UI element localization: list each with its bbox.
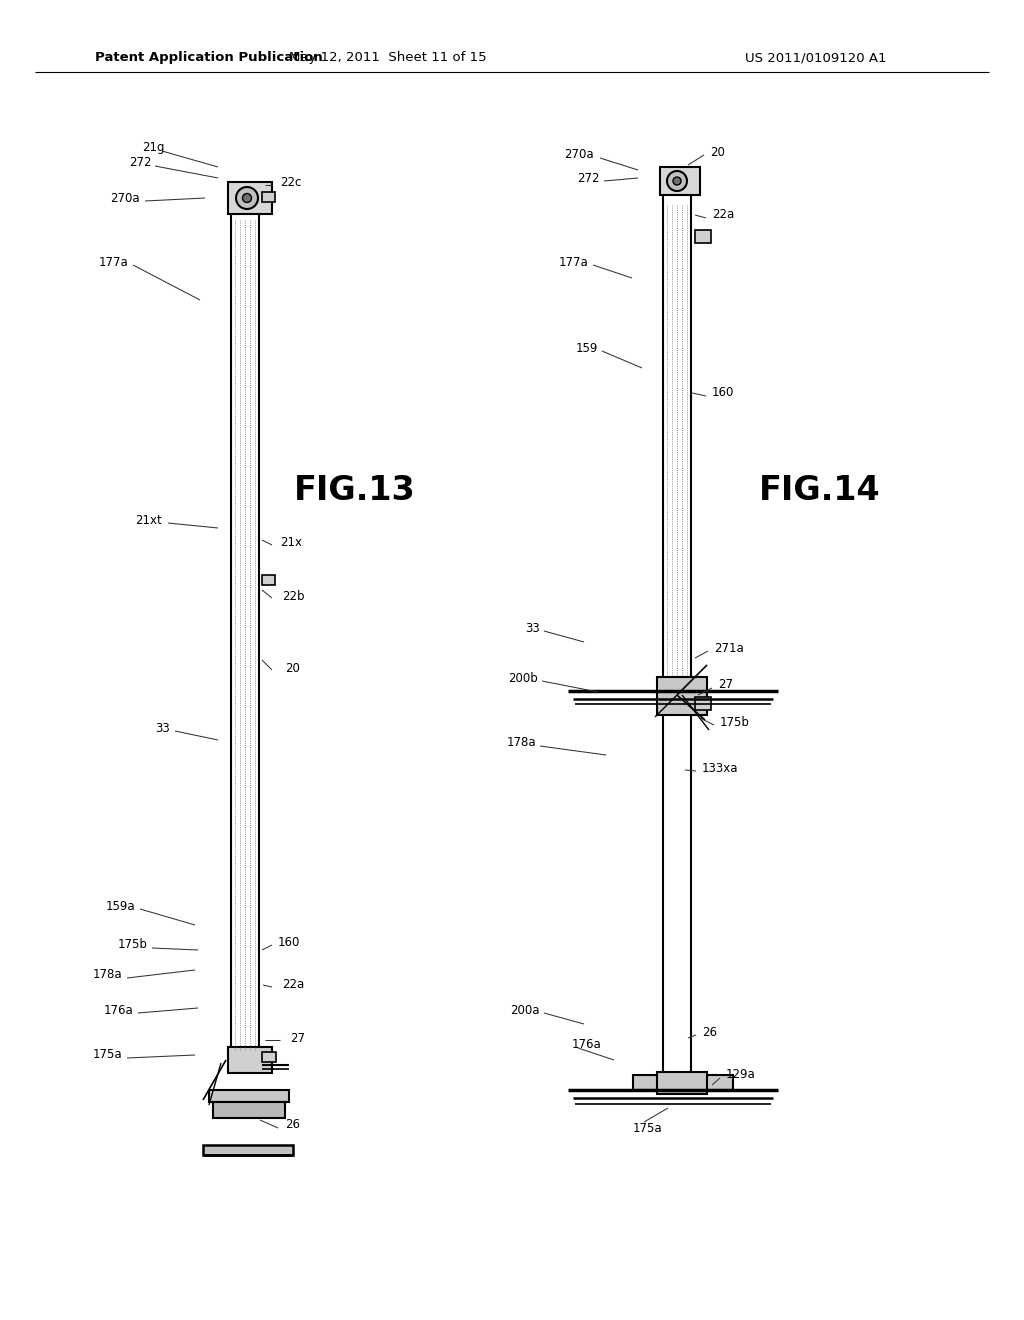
Text: 178a: 178a: [92, 969, 122, 982]
Text: 129a: 129a: [726, 1068, 756, 1081]
Text: 27: 27: [290, 1031, 305, 1044]
Bar: [262, 576, 275, 585]
Text: 21x: 21x: [280, 536, 302, 549]
Text: 22a: 22a: [712, 209, 734, 222]
Text: 177a: 177a: [98, 256, 128, 268]
Bar: [262, 191, 275, 202]
Text: 33: 33: [525, 622, 540, 635]
Bar: [663, 176, 691, 696]
Text: 160: 160: [278, 936, 300, 949]
Text: 160: 160: [712, 387, 734, 400]
Text: 175a: 175a: [632, 1122, 662, 1134]
Text: 175a: 175a: [92, 1048, 122, 1061]
Text: 270a: 270a: [111, 191, 140, 205]
Circle shape: [673, 177, 681, 185]
Text: 270a: 270a: [564, 149, 594, 161]
Bar: [633, 1074, 733, 1090]
Text: FIG.14: FIG.14: [759, 474, 881, 507]
Text: 22c: 22c: [280, 176, 301, 189]
Bar: [203, 1144, 293, 1155]
Text: 21xt: 21xt: [135, 513, 162, 527]
Bar: [660, 168, 700, 195]
Circle shape: [243, 194, 252, 202]
Bar: [213, 1102, 285, 1118]
Text: 177a: 177a: [558, 256, 588, 268]
Bar: [663, 696, 691, 1080]
Text: 272: 272: [578, 172, 600, 185]
Text: 20: 20: [710, 145, 725, 158]
Text: 20: 20: [285, 661, 300, 675]
Text: 133xa: 133xa: [702, 762, 738, 775]
Bar: [231, 190, 259, 1055]
Bar: [657, 1072, 707, 1094]
Text: 175b: 175b: [118, 939, 148, 952]
Text: 176a: 176a: [572, 1039, 602, 1052]
Bar: [695, 697, 711, 710]
Text: 200a: 200a: [511, 1003, 540, 1016]
Text: 33: 33: [156, 722, 170, 734]
Text: 26: 26: [702, 1026, 717, 1039]
Text: 22b: 22b: [282, 590, 304, 602]
Text: 175b: 175b: [720, 715, 750, 729]
Text: 272: 272: [129, 157, 152, 169]
Bar: [228, 182, 272, 214]
Text: 176a: 176a: [103, 1003, 133, 1016]
Circle shape: [667, 172, 687, 191]
Bar: [262, 1052, 276, 1063]
Text: 21g: 21g: [142, 141, 165, 154]
Text: 159: 159: [575, 342, 598, 355]
Text: US 2011/0109120 A1: US 2011/0109120 A1: [745, 51, 887, 65]
Bar: [657, 677, 707, 715]
Text: 159a: 159a: [105, 899, 135, 912]
Bar: [209, 1090, 289, 1102]
Text: May 12, 2011  Sheet 11 of 15: May 12, 2011 Sheet 11 of 15: [289, 51, 486, 65]
Bar: [695, 230, 711, 243]
Text: 178a: 178a: [507, 737, 536, 750]
Text: 26: 26: [285, 1118, 300, 1131]
Text: Patent Application Publication: Patent Application Publication: [95, 51, 323, 65]
Bar: [228, 1047, 272, 1073]
Text: 200b: 200b: [508, 672, 538, 685]
Text: 22a: 22a: [282, 978, 304, 990]
Text: 27: 27: [718, 678, 733, 692]
Circle shape: [236, 187, 258, 209]
Text: 271a: 271a: [714, 642, 743, 655]
Text: FIG.13: FIG.13: [294, 474, 416, 507]
